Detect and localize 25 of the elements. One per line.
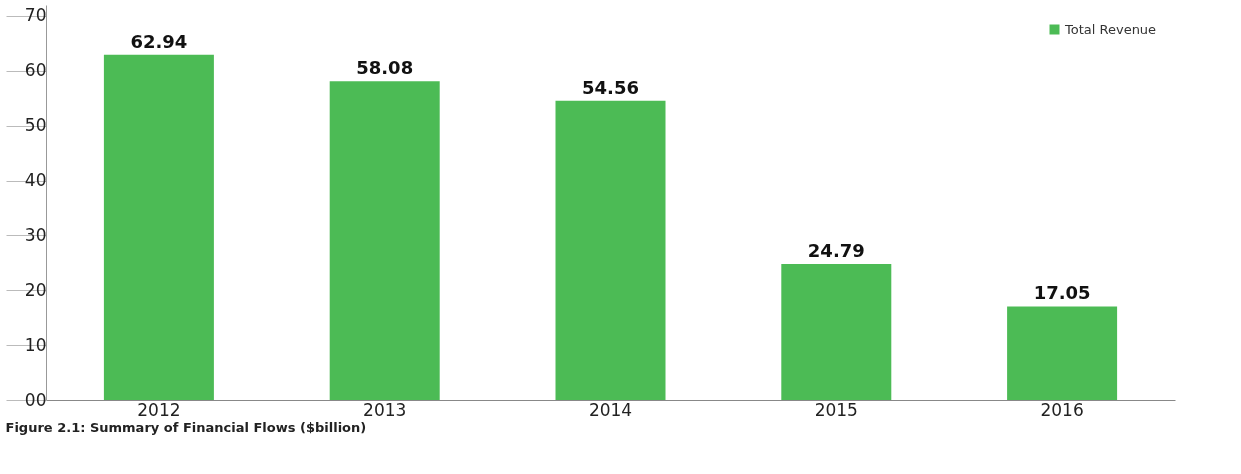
x-tick-label: 2014	[588, 399, 633, 420]
bar	[1007, 306, 1118, 400]
x-tick-label: 2015	[814, 399, 858, 420]
data-label: 58.08	[356, 57, 414, 79]
y-tick-label: 60	[24, 60, 47, 81]
bar	[329, 81, 440, 400]
y-tick-label: 40	[24, 170, 47, 191]
y-tick-label: 10	[24, 334, 47, 355]
x-tick-label: 2012	[137, 399, 181, 420]
y-tick-label: 70	[24, 5, 47, 26]
x-tick-label: 2016	[1040, 399, 1084, 420]
y-tick-label: 50	[24, 115, 47, 136]
bar	[781, 264, 892, 400]
legend-label: Total Revenue	[1064, 21, 1157, 37]
data-label: 24.79	[807, 240, 865, 261]
y-tick-label: 00	[24, 389, 47, 410]
y-tick-label: 20	[24, 279, 47, 300]
caption: Figure 2.1: Summary of Financial Flows ($billion)	[5, 420, 367, 435]
data-label: 17.05	[1033, 282, 1091, 304]
bar	[555, 100, 666, 400]
x-tick-label: 2013	[363, 399, 407, 420]
data-label: 62.94	[130, 30, 188, 52]
bar	[103, 54, 214, 400]
data-label: 54.56	[582, 76, 639, 98]
y-tick-label: 30	[24, 224, 47, 245]
